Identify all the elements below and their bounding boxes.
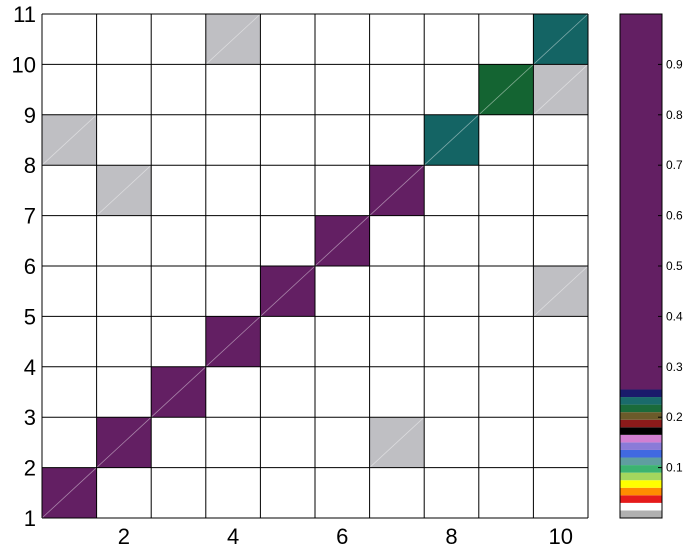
heatmap-cell [533, 64, 588, 115]
heatmap-cell [478, 64, 534, 115]
colorbar-segment [620, 419, 662, 428]
x-tick-label: 2 [118, 524, 130, 549]
colorbar-segment [620, 427, 662, 435]
y-tick-label: 7 [24, 204, 36, 229]
colorbar-segment [620, 14, 662, 390]
heatmap-cell [369, 417, 425, 468]
colorbar-tick-label: 0.9 [666, 57, 683, 71]
colorbar-segment [620, 487, 662, 496]
cell-diagonal [96, 416, 152, 468]
heatmap-cell [205, 316, 261, 367]
y-tick-label: 5 [24, 304, 36, 329]
colorbar-tick-label: 0.1 [666, 461, 683, 475]
colorbar-segment [620, 404, 662, 413]
colorbar-segment [620, 397, 662, 405]
heatmap-cell [42, 467, 97, 518]
colorbar-segment [620, 412, 662, 420]
x-tick-label: 10 [548, 524, 572, 549]
cell-diagonal [533, 265, 589, 317]
y-tick-label: 8 [24, 153, 36, 178]
colorbar-segment [620, 389, 662, 398]
colorbar-tick-label: 0.6 [666, 209, 683, 223]
heatmap-cell [260, 266, 315, 317]
cell-diagonal [314, 215, 370, 267]
colorbar-tick-label: 0.5 [666, 259, 683, 273]
cell-diagonal [369, 416, 425, 468]
colorbar-segment [620, 457, 662, 466]
cell-diagonal [369, 164, 425, 216]
heatmap-cell [315, 215, 370, 266]
colorbar-segment [620, 449, 662, 458]
heatmap-cell [42, 114, 97, 166]
cell-diagonal [478, 64, 534, 116]
heatmap-cell [424, 114, 479, 166]
cell-diagonal [96, 164, 152, 216]
cell-diagonal [205, 13, 261, 65]
heatmap-cell [369, 165, 425, 216]
cell-diagonal [260, 265, 316, 317]
heatmap-cell [533, 266, 588, 317]
y-tick-label: 6 [24, 254, 36, 279]
plot-area: 1 2 3 4 5 6 7 8 9 10 11 2 4 6 8 10 [12, 2, 589, 549]
colorbar-segment [620, 442, 662, 450]
cell-diagonal [41, 114, 97, 166]
colorbar-tick-label: 0.3 [666, 360, 683, 374]
heatmap-cell [151, 366, 206, 418]
cell-diagonal [533, 13, 589, 65]
colorbar: 0.1 0.2 0.3 0.4 0.5 0.6 0.7 0.8 0.9 [619, 13, 683, 519]
y-tick-label: 4 [24, 355, 36, 380]
colorbar-segment [620, 465, 662, 473]
heatmap-cell [533, 14, 588, 65]
y-tick-label: 11 [13, 2, 36, 27]
colorbar-tick-label: 0.4 [666, 309, 683, 323]
cell-diagonal [423, 114, 480, 166]
y-tick-label: 3 [24, 405, 36, 430]
heatmap-cell [96, 165, 152, 216]
x-tick-label: 4 [227, 524, 239, 549]
x-tick-label: 8 [445, 524, 457, 549]
heatmap-cell [205, 14, 261, 65]
heatmap-cell [96, 417, 152, 468]
y-tick-label: 9 [24, 103, 36, 128]
x-tick-label: 6 [336, 524, 348, 549]
cell-diagonal [41, 467, 97, 519]
colorbar-segment [620, 472, 662, 481]
colorbar-segment [620, 480, 662, 488]
cell-diagonal [533, 64, 589, 116]
colorbar-tick-label: 0.2 [666, 410, 683, 424]
y-tick-label: 1 [24, 506, 36, 531]
cell-diagonal [205, 316, 261, 368]
cell-diagonal [150, 366, 207, 418]
colorbar-segment [620, 510, 662, 518]
colorbar-tick-label: 0.7 [666, 158, 683, 172]
colorbar-segment [620, 502, 662, 511]
colorbar-segment [620, 434, 662, 443]
colorbar-tick-label: 0.8 [666, 108, 683, 122]
y-tick-label: 10 [12, 52, 36, 77]
colorbar-segment [620, 495, 662, 503]
y-tick-label: 2 [24, 456, 36, 481]
